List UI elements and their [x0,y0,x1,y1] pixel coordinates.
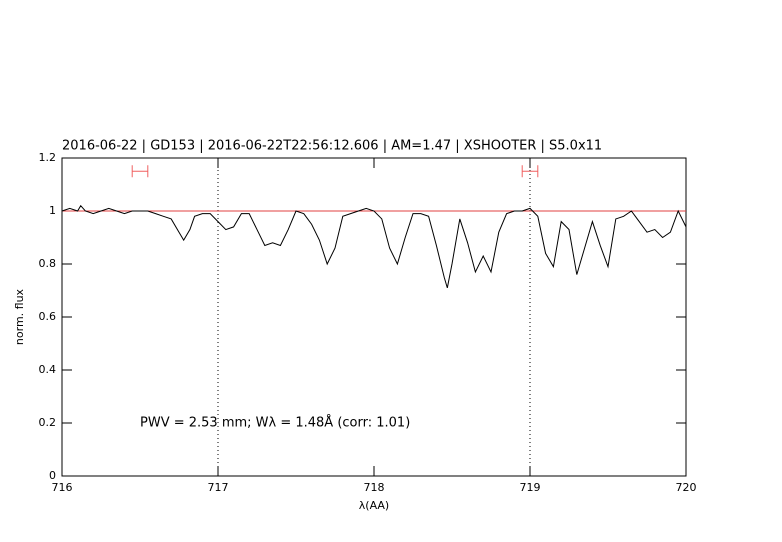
y-tick-label: 1 [49,204,56,217]
y-tick-label: 1.2 [39,151,57,164]
x-tick-label: 717 [208,481,229,494]
x-tick-label: 718 [364,481,385,494]
y-tick-label: 0.2 [39,416,57,429]
window-marker [521,165,539,178]
y-axis-label: norm. flux [13,288,26,345]
y-tick-label: 0.6 [39,310,57,323]
y-tick-label: 0.8 [39,257,57,270]
annotation: PWV = 2.53 mm; Wλ = 1.48Å (corr: 1.01) [140,415,410,431]
x-tick-label: 716 [52,481,73,494]
y-tick-label: 0 [49,469,56,482]
x-tick-label: 719 [520,481,541,494]
window-marker [131,165,149,178]
x-tick-label: 720 [676,481,697,494]
flux-line [61,204,687,288]
chart-title: 2016-06-22 | GD153 | 2016-06-22T22:56:12… [62,139,602,154]
y-tick-label: 0.4 [39,363,57,376]
x-axis-label: λ(AA) [359,499,389,512]
